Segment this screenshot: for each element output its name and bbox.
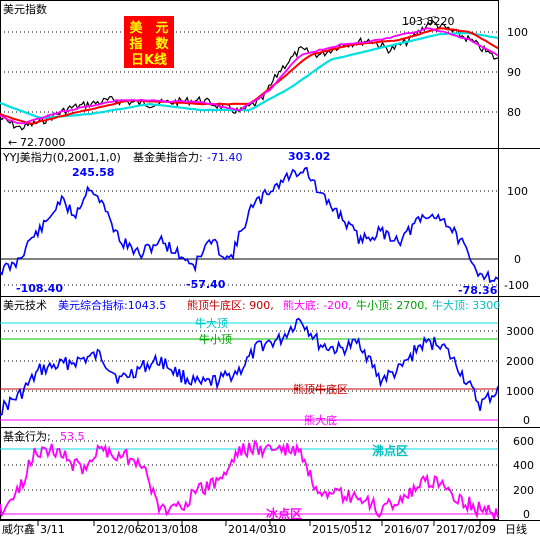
chart-badge <box>124 16 174 68</box>
y-tick-0: 0 <box>523 414 530 427</box>
dotted-gridlines-panel1 <box>0 31 498 113</box>
y-tick-p2-100: 100 <box>507 185 528 198</box>
low-label: ← <box>8 136 17 149</box>
anno-303: 303.02 <box>288 150 330 163</box>
anno-neg78: -78.36 <box>458 284 498 297</box>
anno-245: 245.58 <box>72 166 114 179</box>
dotted-gridlines-panel2 <box>0 190 498 286</box>
badge-line-2: 指 数 <box>129 36 169 52</box>
y-tick-3000: 3000 <box>506 325 534 338</box>
panel-yyj: YYJ美指力(0,2001,1,0) 基金美指合力: -71.40 245.58… <box>0 150 529 297</box>
brand-label: 威尔鑫 <box>2 522 35 536</box>
panel1-title: 美元指数 <box>3 2 47 16</box>
zone-label-boiling: 沸点区 <box>372 443 408 458</box>
y-tick-p2-neg100: -100 <box>504 279 529 292</box>
line-label-zone: 熊顶牛底区 <box>293 382 348 396</box>
y-tick-80: 80 <box>507 106 521 119</box>
y-tick-400: 400 <box>513 459 534 472</box>
panel3-header-p2: 熊大底: -200, <box>283 298 352 312</box>
ma-cyan-line <box>0 31 499 120</box>
y-tick-p2-0: 0 <box>514 253 521 266</box>
panel4-header-value: 53.5 <box>60 430 85 443</box>
line-label-bear-bottom: 熊大底 <box>304 413 337 427</box>
panel-fund: 基金行为: 53.5 沸点区 冰点区 600 400 200 0 <box>0 429 534 521</box>
zone-label-freezing: 冰点区 <box>266 506 302 521</box>
date-label-6: 10 <box>272 523 286 536</box>
panel4-header-name: 基金行为: <box>3 429 51 443</box>
badge-line-1: 美 元 <box>129 20 168 36</box>
y-tick-p4-0: 0 <box>523 508 530 521</box>
price-bars <box>0 19 499 131</box>
date-axis: 威尔鑫 3/11 2012/06 2013/01 08 2014/03 10 2… <box>2 521 527 536</box>
fund-magenta-line <box>0 439 499 520</box>
date-label-3: 2013/01 <box>140 523 186 536</box>
line-label-bull-top: 牛大顶 <box>195 316 228 330</box>
date-label-5: 2014/03 <box>228 523 274 536</box>
anno-neg57: -57.40 <box>186 278 226 291</box>
date-label-11: 09 <box>482 523 496 536</box>
panel3-header-p4: 牛大顶: 3300 <box>432 298 500 312</box>
y-tick-2000: 2000 <box>506 355 534 368</box>
panel-tech: 美元技术 美元综合指标:1043.5 熊顶牛底区: 900, 熊大底: -200… <box>0 298 534 427</box>
panel2-header-name: YYJ美指力(0,2001,1,0) <box>2 150 121 164</box>
peak-leader <box>401 15 437 26</box>
date-label-10: 2017/02 <box>436 523 482 536</box>
panel2-header-value: -71.40 <box>207 151 242 164</box>
anno-neg108: -108.40 <box>16 282 63 295</box>
period-label: 日线 <box>505 522 527 536</box>
yyj-blue-line <box>0 166 499 284</box>
date-label-4: 08 <box>184 523 198 536</box>
date-label-2: 2012/06 <box>96 523 142 536</box>
price-series <box>0 19 499 131</box>
y-tick-90: 90 <box>507 66 521 79</box>
date-label-8: 12 <box>358 523 372 536</box>
peak-label: 103.8220 <box>402 15 455 28</box>
tech-blue-line <box>0 317 499 417</box>
date-label-9: 2016/07 <box>384 523 430 536</box>
low-value: 72.7000 <box>20 136 66 149</box>
date-ticks <box>37 521 481 526</box>
y-tick-200: 200 <box>513 484 534 497</box>
ma-magenta-line <box>0 27 499 125</box>
panel3-header-p3: 牛小顶: 2700, <box>356 298 428 312</box>
badge-line-3: 日K线 <box>131 52 167 68</box>
line-label-bull-small-top: 牛小顶 <box>199 332 232 346</box>
panel3-header-p1: 熊顶牛底区: 900, <box>187 298 274 312</box>
panel3-header-name: 美元技术 <box>3 299 47 312</box>
date-label-1: 3/11 <box>40 523 65 536</box>
y-tick-1000: 1000 <box>506 385 534 398</box>
y-tick-600: 600 <box>513 435 534 448</box>
panel2-header-sub: 基金美指合力: <box>133 150 203 164</box>
panel-price: 美元指数 美 元 指 数 日K线 103.8220 ← 72.7000 100 … <box>0 2 528 149</box>
panel3-header-sub: 美元综合指标:1043.5 <box>58 298 166 312</box>
date-label-7: 2015/05 <box>312 523 358 536</box>
y-tick-100: 100 <box>507 26 528 39</box>
